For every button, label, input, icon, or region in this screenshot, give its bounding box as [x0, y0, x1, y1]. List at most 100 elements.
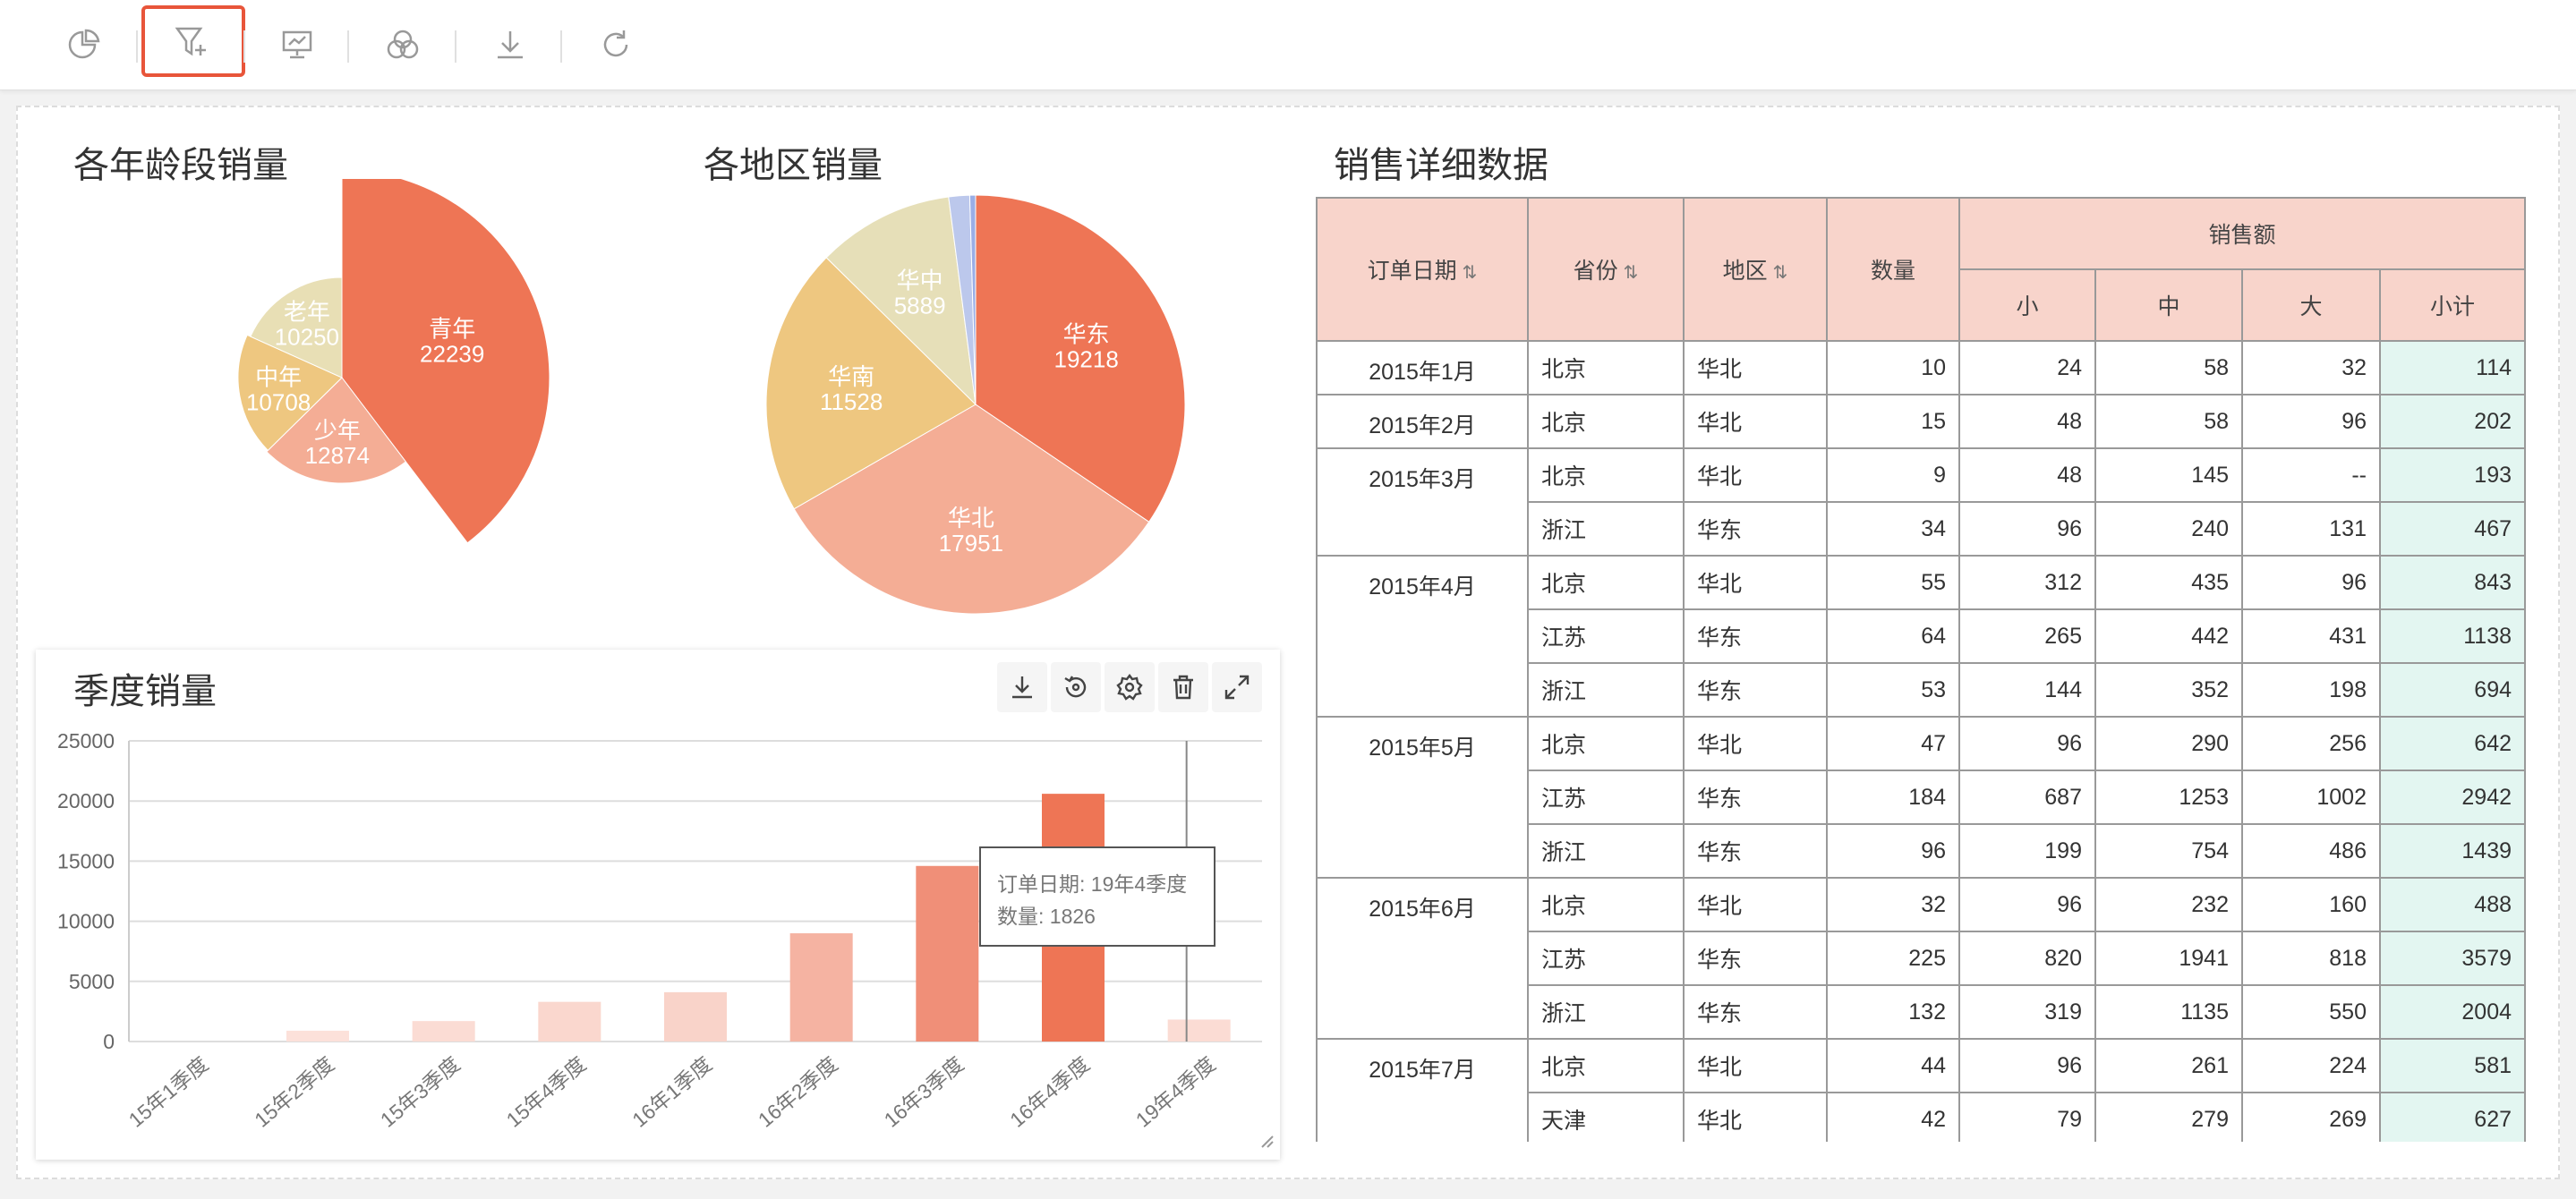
- cell-province: 北京: [1527, 394, 1685, 449]
- x-tick-label: 15年2季度: [250, 1052, 338, 1132]
- x-tick-label: 15年1季度: [124, 1052, 213, 1132]
- bar[interactable]: [789, 933, 853, 1042]
- widget-delete-button[interactable]: [1158, 662, 1208, 712]
- age-slice-1[interactable]: [266, 377, 407, 484]
- age-slice-0[interactable]: [341, 169, 550, 544]
- cell-region: 华北: [1683, 340, 1828, 395]
- widget-download-button[interactable]: [997, 662, 1047, 712]
- cell-large: 131: [2241, 501, 2381, 557]
- cell-subtotal: 581: [2378, 1038, 2526, 1093]
- bar[interactable]: [916, 865, 979, 1042]
- cell-subtotal: 642: [2378, 716, 2526, 771]
- region-slice-1[interactable]: [793, 404, 1150, 615]
- cell-large: 1002: [2241, 770, 2381, 825]
- detail-table: 订单日期 ⇅ 省份 ⇅ 地区 ⇅ 数量 销售额 小 中 大 小计 2015年1月 北京华…: [1316, 197, 2526, 1142]
- cell-subtotal: 114: [2378, 340, 2526, 395]
- header-qty: 数量: [1826, 197, 1960, 342]
- cell-mid: 232: [2094, 877, 2243, 932]
- cell-mid: 261: [2094, 1038, 2243, 1093]
- cell-small: 24: [1958, 340, 2096, 395]
- table-row: 2015年1月 北京 华北 10 24 58 32 114: [1316, 340, 2526, 395]
- cell-large: 818: [2241, 931, 2381, 986]
- cell-region: 华东: [1683, 608, 1828, 664]
- presentation-button[interactable]: [272, 20, 322, 70]
- toolbar: [0, 0, 2576, 90]
- presentation-icon: [282, 30, 312, 59]
- cell-large: 550: [2241, 984, 2381, 1040]
- cell-qty: 44: [1826, 1038, 1960, 1093]
- cell-date: 2015年4月: [1316, 555, 1529, 718]
- cell-mid: 1941: [2094, 931, 2243, 986]
- cell-small: 265: [1958, 608, 2096, 664]
- cell-small: 144: [1958, 662, 2096, 718]
- cell-small: 96: [1958, 716, 2096, 771]
- age-slice-label: 老年: [284, 299, 330, 326]
- region-slice-value: 19218: [1054, 345, 1119, 372]
- bar[interactable]: [286, 1030, 349, 1042]
- region-slice-value: 11528: [820, 388, 883, 415]
- resize-handle[interactable]: [1261, 1135, 1274, 1148]
- bar[interactable]: [664, 991, 727, 1042]
- cell-region: 华北: [1683, 877, 1828, 932]
- cell-small: 687: [1958, 770, 2096, 825]
- region-slice-value: 17951: [939, 530, 1003, 557]
- cell-qty: 47: [1826, 716, 1960, 771]
- cell-mid: 1253: [2094, 770, 2243, 825]
- add-chart-button[interactable]: [59, 20, 109, 70]
- venn-button[interactable]: [378, 20, 428, 70]
- x-tick-label: 16年2季度: [754, 1052, 842, 1132]
- header-province[interactable]: 省份 ⇅: [1527, 197, 1685, 342]
- y-tick-label: 5000: [69, 970, 115, 993]
- cell-province: 北京: [1527, 447, 1685, 503]
- cell-region: 华东: [1683, 501, 1828, 557]
- sort-icon[interactable]: ⇅: [1772, 263, 1788, 283]
- cell-region: 华北: [1683, 555, 1828, 610]
- cell-mid: 279: [2094, 1092, 2243, 1142]
- header-date[interactable]: 订单日期 ⇅: [1316, 197, 1529, 342]
- bar[interactable]: [538, 1001, 601, 1042]
- age-slice-3[interactable]: [250, 276, 343, 378]
- cell-region: 华北: [1683, 447, 1828, 503]
- cell-mid: 442: [2094, 608, 2243, 664]
- age-slice-value: 12874: [305, 442, 370, 469]
- bar[interactable]: [1167, 1019, 1231, 1042]
- region-slice-2[interactable]: [765, 257, 977, 510]
- refresh-button[interactable]: [591, 20, 641, 70]
- cell-province: 北京: [1527, 555, 1685, 610]
- cell-qty: 132: [1826, 984, 1960, 1040]
- header-region[interactable]: 地区 ⇅: [1683, 197, 1828, 342]
- cell-province: 浙江: [1527, 662, 1685, 718]
- widget-history-button[interactable]: [1051, 662, 1101, 712]
- region-slice-5[interactable]: [968, 194, 977, 405]
- bar[interactable]: [412, 1021, 475, 1042]
- region-slice-3[interactable]: [825, 196, 977, 406]
- detail-table-viewport[interactable]: 订单日期 ⇅ 省份 ⇅ 地区 ⇅ 数量 销售额 小 中 大 小计 2015年1月 北京华…: [1316, 197, 2526, 1142]
- table-row: 浙江 华东 96 199 754 486 1439: [1317, 823, 2526, 879]
- region-pie-chart[interactable]: 华东 19218 华北 17951 华南 11528 华中 5889: [752, 179, 1199, 631]
- add-filter-button[interactable]: [141, 5, 245, 77]
- cell-province: 浙江: [1527, 823, 1685, 879]
- cell-small: 48: [1958, 394, 2096, 449]
- settings-icon: [1116, 674, 1143, 701]
- download-icon: [498, 31, 523, 59]
- tooltip-line-qty: 数量: 1826: [997, 905, 1096, 928]
- sort-icon[interactable]: ⇅: [1462, 263, 1478, 283]
- cell-region: 华北: [1683, 1038, 1828, 1093]
- age-pie-chart[interactable]: 青年 22239 少年 12874 中年 10708 老年 10250: [143, 169, 644, 595]
- region-slice-0[interactable]: [975, 194, 1186, 523]
- trash-icon: [1173, 675, 1193, 700]
- y-tick-label: 20000: [57, 789, 115, 812]
- download-button[interactable]: [485, 20, 535, 70]
- cell-large: 198: [2241, 662, 2381, 718]
- age-slice-2[interactable]: [237, 334, 343, 452]
- cell-large: 431: [2241, 608, 2381, 664]
- venn-icon: [387, 30, 419, 59]
- pie-chart-add-icon: [68, 29, 100, 59]
- quarter-chart-widget[interactable]: 季度销量 0 5000 10000 15000 20000 25000 15年1季度 15年2…: [36, 650, 1280, 1160]
- widget-expand-button[interactable]: [1212, 662, 1262, 712]
- cell-mid: 435: [2094, 555, 2243, 610]
- cell-subtotal: 694: [2378, 662, 2526, 718]
- widget-settings-button[interactable]: [1105, 662, 1155, 712]
- header-sales: 销售额: [1958, 197, 2526, 270]
- sort-icon[interactable]: ⇅: [1623, 263, 1639, 283]
